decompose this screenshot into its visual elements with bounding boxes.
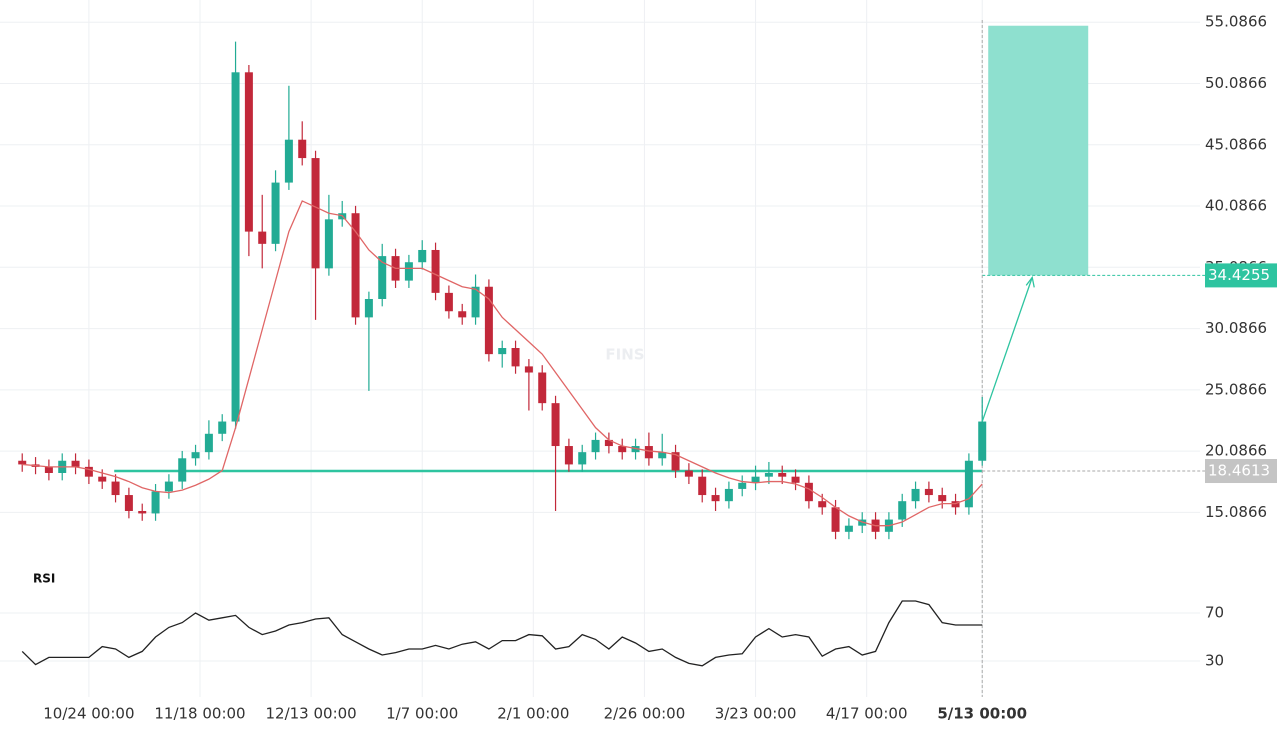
- x-tick-label: 3/23 00:00: [715, 705, 797, 723]
- y-tick-label: 20.0866: [1205, 442, 1267, 460]
- candle-body: [204, 433, 213, 453]
- candle-body: [924, 488, 933, 496]
- candle-body: [311, 158, 320, 269]
- candle-body: [351, 213, 360, 318]
- y-tick-label: 30.0866: [1205, 319, 1267, 337]
- candle-body: [218, 421, 227, 434]
- candle-body: [831, 507, 840, 532]
- candle-body: [191, 452, 200, 459]
- candle-body: [738, 482, 747, 489]
- candle-body: [844, 525, 853, 532]
- candle-body: [164, 481, 173, 492]
- candle-body: [244, 72, 253, 232]
- candle-body: [804, 482, 813, 502]
- x-tick-label: 10/24 00:00: [43, 705, 134, 723]
- candle-body: [724, 488, 733, 502]
- candle-body: [604, 439, 613, 447]
- candle-body: [964, 460, 973, 508]
- candle-body: [911, 488, 920, 502]
- candle-body: [524, 366, 533, 373]
- candle-body: [644, 446, 653, 459]
- watermark: FINS: [605, 346, 644, 364]
- candle-body: [484, 286, 493, 355]
- candle-body: [44, 466, 53, 473]
- price-label-bg: [1205, 459, 1277, 484]
- candle-body: [271, 182, 280, 244]
- target-zone: [988, 25, 1089, 276]
- candle-body: [658, 452, 667, 459]
- candle-body: [111, 481, 120, 496]
- arrow-head: [1025, 275, 1035, 288]
- candle-body: [431, 249, 440, 293]
- candle-body: [591, 439, 600, 453]
- candle-body: [564, 446, 573, 465]
- candle-body: [324, 219, 333, 269]
- candle-body: [978, 421, 987, 461]
- candle-body: [178, 458, 187, 482]
- candle-body: [551, 403, 560, 447]
- x-tick-label: 11/18 00:00: [154, 705, 245, 723]
- candle-body: [71, 460, 80, 467]
- candle-body: [418, 249, 427, 263]
- candle-body: [751, 476, 760, 483]
- target-arrow: [981, 277, 1033, 422]
- y-tick-label: 40.0866: [1205, 197, 1267, 215]
- candle-body: [538, 372, 547, 404]
- candle-body: [791, 476, 800, 483]
- candle-body: [231, 72, 240, 422]
- x-tick-label: 2/26 00:00: [604, 705, 686, 723]
- candle-body: [84, 466, 93, 477]
- candle-body: [698, 476, 707, 496]
- y-tick-label: 50.0866: [1205, 74, 1267, 92]
- candle-body: [818, 501, 827, 508]
- candle-body: [18, 460, 27, 465]
- y-tick-label: 15.0866: [1205, 503, 1267, 521]
- x-tick-label: 1/7 00:00: [386, 705, 458, 723]
- x-tick-label: 12/13 00:00: [265, 705, 356, 723]
- x-tick-label: 5/13 00:00: [937, 705, 1027, 723]
- candle-body: [404, 262, 413, 281]
- candle-body: [898, 501, 907, 520]
- candle-body: [124, 495, 133, 511]
- y-tick-label: 55.0866: [1205, 13, 1267, 31]
- rsi-line: [21, 600, 983, 667]
- candle-body: [364, 298, 373, 318]
- price-label: 18.4613: [1208, 462, 1270, 480]
- target-label-bg: [1205, 263, 1277, 288]
- candle-body: [711, 495, 720, 502]
- candle-body: [258, 231, 267, 244]
- candle-body: [444, 292, 453, 312]
- y-tick-label: 30: [1205, 652, 1224, 670]
- candle-body: [671, 452, 680, 471]
- candle-body: [378, 256, 387, 299]
- target-label: 34.4255: [1208, 266, 1270, 284]
- y-tick-label: 25.0866: [1205, 380, 1267, 398]
- candle-body: [471, 286, 480, 318]
- candle-body: [98, 476, 107, 482]
- candle-body: [138, 510, 147, 514]
- candle-body: [684, 470, 693, 477]
- y-tick-label: 70: [1205, 604, 1224, 622]
- candle-body: [778, 472, 787, 477]
- rsi-title: RSI: [33, 572, 55, 586]
- candle-body: [298, 139, 307, 159]
- candle-body: [618, 446, 627, 453]
- candle-body: [578, 452, 587, 465]
- candle-body: [151, 491, 160, 514]
- candle-body: [284, 139, 293, 183]
- candle-body: [498, 348, 507, 355]
- x-tick-label: 4/17 00:00: [826, 705, 908, 723]
- candle-body: [764, 472, 773, 477]
- y-tick-label: 45.0866: [1205, 135, 1267, 153]
- ma-line: [22, 200, 983, 527]
- candle-body: [458, 311, 467, 318]
- x-tick-label: 2/1 00:00: [497, 705, 569, 723]
- candle-body: [511, 348, 520, 367]
- candle-body: [938, 495, 947, 502]
